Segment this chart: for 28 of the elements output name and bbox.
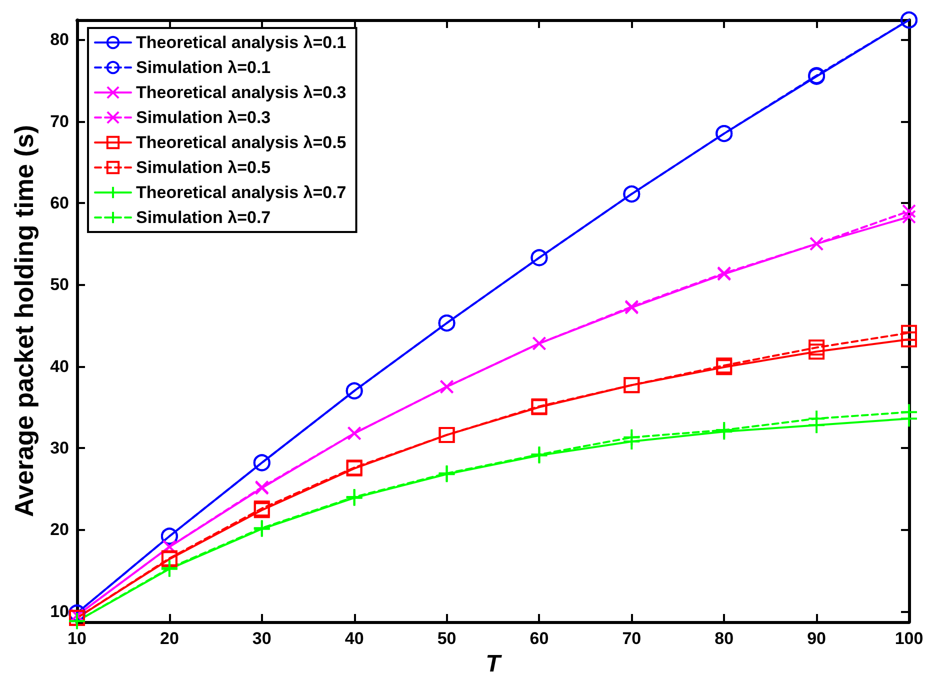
x-tick-label: 20 <box>160 629 179 648</box>
x-tick-label: 40 <box>344 629 364 648</box>
x-tick-label: 80 <box>714 629 734 648</box>
x-tick-label: 70 <box>622 629 642 648</box>
legend-label: Theoretical analysis λ=0.5 <box>136 133 346 152</box>
y-tick-label: 60 <box>50 193 69 212</box>
y-tick-label: 80 <box>50 30 69 50</box>
x-tick-label: 100 <box>894 629 924 648</box>
y-tick-label: 50 <box>50 275 69 294</box>
legend-label: Simulation λ=0.3 <box>136 108 271 127</box>
y-tick-label: 70 <box>50 112 69 131</box>
legend-label: Simulation λ=0.7 <box>136 208 271 227</box>
y-tick-label: 20 <box>50 520 69 540</box>
x-tick-label: 10 <box>68 629 86 648</box>
x-tick-label: 30 <box>252 629 272 648</box>
y-tick-label: 40 <box>50 356 69 376</box>
y-tick-label: 10 <box>50 602 69 621</box>
y-tick-label: 30 <box>50 438 69 458</box>
legend-label: Theoretical analysis λ=0.3 <box>136 83 346 102</box>
x-tick-label: 50 <box>437 629 456 648</box>
legend-label: Simulation λ=0.1 <box>136 58 271 77</box>
x-axis-title: T <box>486 650 503 678</box>
x-tick-label: 60 <box>530 629 549 648</box>
legend-label: Theoretical analysis λ=0.1 <box>136 33 346 52</box>
legend-label: Simulation λ=0.5 <box>136 158 271 177</box>
x-tick-label: 90 <box>807 629 826 648</box>
y-axis-title: Average packet holding time (s) <box>9 124 39 518</box>
legend-label: Theoretical analysis λ=0.7 <box>136 183 346 202</box>
